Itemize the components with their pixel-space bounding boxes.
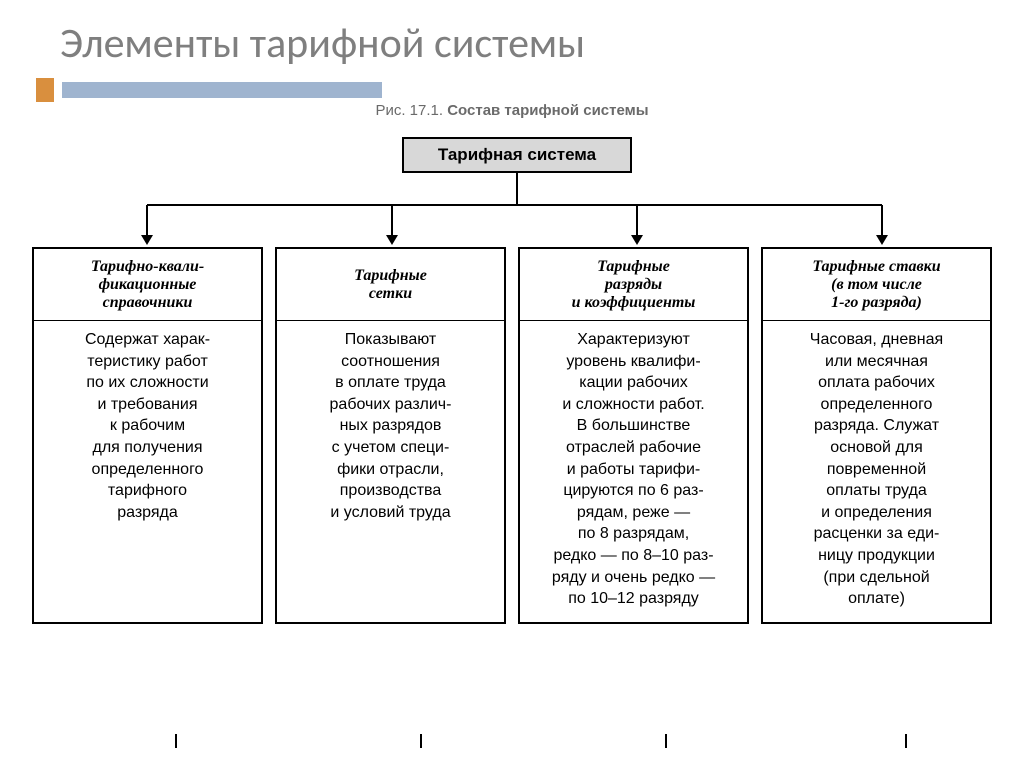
columns-container: Тарифно-квали-фикационныесправочникиСоде… [32,247,992,624]
column-body: Содержат харак-теристику работпо их слож… [32,321,263,624]
column-header: Тарифные ставки(в том числе1-го разряда) [761,247,992,321]
column-1: ТарифныесеткиПоказываютсоотношенияв опла… [275,247,506,624]
page-title: Элементы тарифной системы [60,18,585,69]
bottom-tick [905,734,907,748]
column-body: Показываютсоотношенияв оплате трударабоч… [275,321,506,624]
column-header: Тарифныесетки [275,247,506,321]
column-header: Тарифныеразрядыи коэффициенты [518,247,749,321]
bottom-tick [175,734,177,748]
column-0: Тарифно-квали-фикационныесправочникиСоде… [32,247,263,624]
column-body: Характеризуютуровень квалифи-кации рабоч… [518,321,749,624]
column-3: Тарифные ставки(в том числе1-го разряда)… [761,247,992,624]
column-2: Тарифныеразрядыи коэффициентыХарактеризу… [518,247,749,624]
column-header: Тарифно-квали-фикационныесправочники [32,247,263,321]
accent-orange [36,78,54,102]
column-body: Часовая, дневнаяили месячнаяоплата рабоч… [761,321,992,624]
accent-blue [62,82,382,98]
bottom-tick [665,734,667,748]
bottom-tick [420,734,422,748]
